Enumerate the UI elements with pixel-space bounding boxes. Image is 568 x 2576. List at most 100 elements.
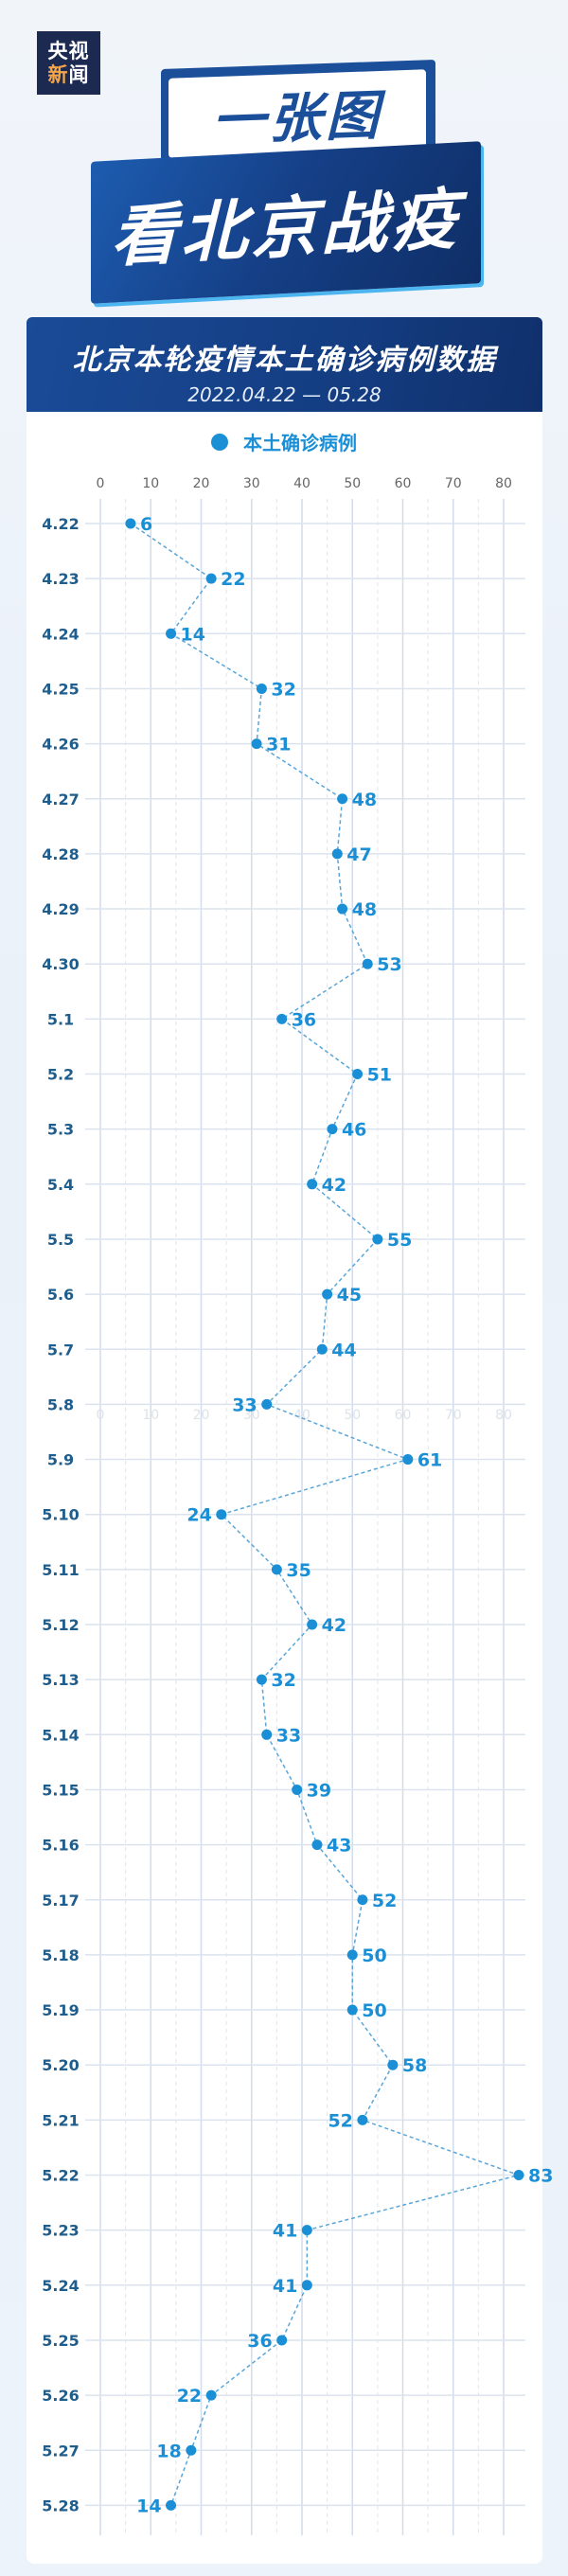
data-point [387, 2059, 399, 2070]
data-point [362, 958, 373, 969]
data-point [337, 903, 348, 915]
x-tick-label-repeat: 80 [495, 1408, 512, 1423]
date-label: 5.9 [47, 1451, 74, 1469]
data-point [216, 1509, 227, 1520]
x-tick-label: 0 [97, 476, 105, 491]
data-label: 41 [273, 2221, 297, 2242]
data-point [166, 2499, 177, 2511]
data-label: 55 [387, 1230, 412, 1251]
data-label: 61 [417, 1450, 442, 1471]
x-tick-label: 80 [495, 476, 512, 491]
data-label: 58 [402, 2055, 427, 2076]
data-point [271, 1564, 282, 1575]
data-point [402, 1454, 414, 1466]
date-label: 5.6 [47, 1286, 74, 1304]
data-label: 36 [247, 2331, 272, 2352]
data-label: 22 [221, 569, 245, 590]
x-tick-label: 70 [445, 476, 462, 491]
x-tick-label-repeat: 30 [243, 1408, 260, 1423]
x-tick-label-repeat: 60 [395, 1408, 412, 1423]
data-label: 14 [181, 624, 205, 645]
data-point [256, 1674, 267, 1685]
data-point [205, 2389, 217, 2401]
data-label: 31 [266, 735, 291, 755]
date-label: 5.11 [42, 1561, 79, 1579]
card-header: 北京本轮疫情本土确诊病例数据 2022.04.22 — 05.28 [27, 317, 542, 412]
date-label: 5.15 [42, 1781, 79, 1799]
data-label: 41 [273, 2276, 297, 2297]
data-point [357, 2114, 368, 2125]
date-label: 5.12 [42, 1616, 79, 1634]
data-label: 52 [328, 2110, 352, 2131]
logo-line1: 央视 [47, 39, 90, 62]
data-point [261, 1729, 273, 1740]
x-tick-label-repeat: 40 [293, 1408, 311, 1423]
date-label: 4.27 [42, 791, 79, 808]
data-point [372, 1234, 383, 1245]
chart-card [27, 412, 542, 2564]
data-label: 50 [362, 2000, 386, 2021]
data-label: 45 [337, 1285, 362, 1306]
data-point [166, 628, 177, 639]
data-label: 42 [322, 1615, 346, 1636]
date-label: 5.26 [42, 2387, 79, 2405]
data-label: 50 [362, 1945, 386, 1966]
data-label: 53 [377, 954, 401, 975]
x-tick-label-repeat: 0 [97, 1408, 105, 1423]
data-point [327, 1124, 338, 1135]
data-label: 46 [342, 1120, 366, 1141]
legend-dot-icon [211, 433, 228, 451]
x-tick-label: 50 [344, 476, 361, 491]
data-point [316, 1343, 328, 1355]
data-label: 24 [186, 1505, 211, 1526]
data-label: 48 [352, 899, 377, 920]
date-label: 4.26 [42, 736, 79, 754]
data-point [311, 1839, 323, 1851]
logo-line2b: 闻 [68, 62, 90, 86]
x-tick-label: 10 [142, 476, 159, 491]
card-date-range: 2022.04.22 — 05.28 [187, 383, 382, 406]
data-label: 44 [331, 1340, 356, 1360]
date-label: 5.1 [47, 1010, 74, 1028]
data-label: 33 [232, 1395, 257, 1415]
data-label: 35 [286, 1560, 311, 1581]
date-label: 5.8 [47, 1395, 74, 1413]
card-title: 北京本轮疫情本土确诊病例数据 [72, 344, 497, 377]
x-tick-label-repeat: 70 [445, 1408, 462, 1423]
x-tick-label: 60 [395, 476, 412, 491]
data-point [513, 2170, 524, 2180]
data-label: 83 [528, 2166, 553, 2187]
date-label: 5.4 [47, 1176, 74, 1194]
legend: 本土确诊病例 [0, 428, 568, 455]
data-point [346, 2004, 358, 2016]
date-label: 5.22 [42, 2167, 79, 2185]
date-label: 5.23 [42, 2222, 79, 2240]
data-point [251, 738, 262, 750]
data-point [292, 1784, 303, 1795]
data-point [301, 2225, 312, 2236]
logo-line2: 新闻 [48, 63, 90, 87]
date-label: 5.19 [42, 2001, 79, 2019]
date-label: 5.13 [42, 1671, 79, 1689]
date-label: 5.7 [47, 1341, 74, 1359]
date-label: 5.24 [42, 2277, 79, 2295]
x-tick-label-repeat: 10 [142, 1408, 159, 1423]
data-point [261, 1398, 273, 1410]
data-point [276, 2335, 288, 2346]
data-label: 6 [140, 514, 152, 535]
data-point [307, 1179, 318, 1190]
date-label: 5.3 [47, 1121, 74, 1139]
date-label: 4.25 [42, 680, 79, 698]
date-label: 4.24 [42, 625, 79, 643]
date-label: 5.17 [42, 1892, 79, 1910]
data-point [352, 1069, 364, 1079]
date-label: 4.29 [42, 900, 79, 918]
x-tick-label: 30 [243, 476, 260, 491]
data-label: 32 [271, 679, 295, 700]
data-point [186, 2444, 197, 2456]
date-label: 5.10 [42, 1506, 79, 1524]
logo-line2a: 新 [47, 62, 69, 86]
x-tick-label-repeat: 50 [344, 1408, 361, 1423]
data-label: 39 [307, 1780, 331, 1801]
